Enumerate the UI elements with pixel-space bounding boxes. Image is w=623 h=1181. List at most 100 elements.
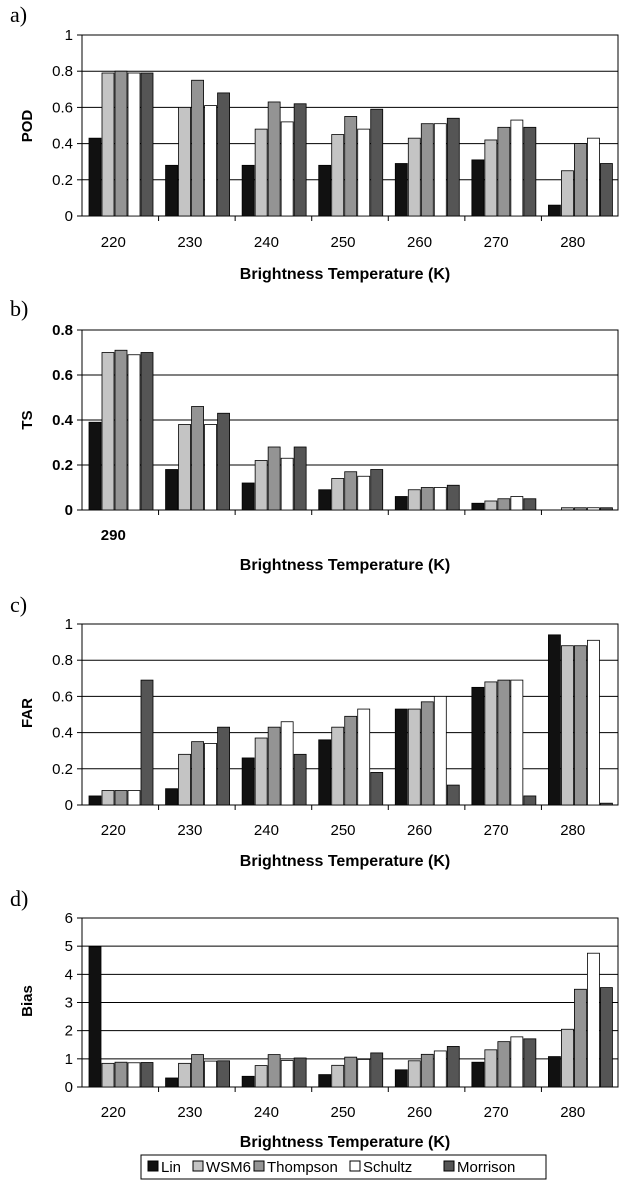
bar-lin bbox=[88, 795, 102, 806]
bar-wsm6 bbox=[561, 645, 574, 806]
bar-lin bbox=[548, 204, 561, 217]
y-tick-label: 0 bbox=[65, 1079, 73, 1096]
bar-schultz bbox=[280, 121, 294, 217]
x-tick-label: 240 bbox=[254, 1104, 279, 1121]
bar-thompson bbox=[191, 406, 204, 511]
bar-lin bbox=[88, 946, 102, 1088]
plot-area: 0 0.2 0.4 0.6 0.8 1 220 230 240 250 260 270 280 bbox=[52, 616, 619, 839]
y-tick-label: 0 bbox=[65, 502, 73, 519]
x-axis-label: Brightness Temperature (K) bbox=[240, 266, 450, 283]
bar-lin bbox=[241, 164, 255, 217]
x-tick-label: 280 bbox=[560, 234, 585, 251]
bar-morrison bbox=[217, 92, 230, 217]
panel-letter: c) bbox=[10, 592, 27, 617]
bar-morrison bbox=[370, 469, 384, 511]
y-tick-label: 0.8 bbox=[52, 63, 73, 80]
bar-morrison bbox=[446, 484, 460, 511]
bar-morrison bbox=[523, 1038, 537, 1088]
bar-morrison bbox=[217, 412, 230, 511]
panel-a: a) POD Brightness Temperature (K) 0 0.2 0.… bbox=[10, 2, 619, 283]
bar-thompson bbox=[114, 70, 128, 217]
bar-lin bbox=[318, 164, 332, 217]
bar-wsm6 bbox=[178, 424, 191, 511]
x-tick-label: 270 bbox=[484, 1104, 509, 1121]
bar-lin bbox=[318, 739, 332, 806]
x-tick-label: 260 bbox=[407, 822, 432, 839]
y-axis-label: Bias bbox=[19, 985, 36, 1017]
y-tick-label: 1 bbox=[65, 27, 73, 44]
bar-morrison bbox=[140, 72, 154, 217]
bar-morrison bbox=[140, 1062, 154, 1088]
bar-thompson bbox=[574, 507, 587, 511]
bar-lin bbox=[241, 757, 255, 806]
bar-thompson bbox=[267, 726, 281, 806]
bar-lin bbox=[394, 1069, 408, 1088]
bar-schultz bbox=[357, 475, 371, 511]
bar-lin bbox=[394, 708, 408, 806]
bar-lin bbox=[241, 482, 255, 511]
bar-thompson bbox=[267, 446, 281, 511]
legend-item-wsm6: WSM6 bbox=[192, 1159, 251, 1176]
x-tick-label: 250 bbox=[330, 234, 355, 251]
x-tick-label: 290 bbox=[101, 527, 126, 544]
bar-morrison bbox=[293, 1057, 307, 1088]
bar-schultz bbox=[204, 743, 217, 806]
panel-b: b) TS Brightness Temperature (K) 0 0.2 0.4… bbox=[10, 296, 619, 574]
bar-thompson bbox=[191, 1054, 204, 1088]
bar-morrison bbox=[217, 1060, 230, 1088]
y-tick-label: 0.2 bbox=[52, 172, 73, 189]
bar-lin bbox=[471, 686, 485, 806]
panel-d: d) Bias Brightness Temperature (K) 0 1 2 3 4… bbox=[10, 886, 619, 1151]
bar-wsm6 bbox=[101, 1062, 115, 1088]
x-tick-label: 270 bbox=[484, 234, 509, 251]
x-tick-label: 240 bbox=[254, 234, 279, 251]
x-tick-label: 240 bbox=[254, 822, 279, 839]
x-tick-label: 260 bbox=[407, 234, 432, 251]
bar-lin bbox=[165, 164, 178, 217]
bar-schultz bbox=[587, 952, 600, 1088]
legend-label: Thompson bbox=[267, 1159, 338, 1176]
bar-thompson bbox=[344, 471, 358, 511]
bar-schultz bbox=[204, 105, 217, 217]
panel-letter: b) bbox=[10, 296, 28, 321]
x-tick-label: 230 bbox=[177, 234, 202, 251]
bar-wsm6 bbox=[484, 681, 498, 806]
bar-lin bbox=[548, 634, 561, 806]
y-tick-label: 0 bbox=[65, 208, 73, 225]
bar-schultz bbox=[280, 457, 294, 511]
bar-morrison bbox=[446, 784, 460, 806]
bar-schultz bbox=[127, 1062, 141, 1088]
x-tick-label: 250 bbox=[330, 822, 355, 839]
bar-thompson bbox=[497, 498, 511, 511]
bar-thompson bbox=[420, 1053, 434, 1088]
bar-wsm6 bbox=[254, 1065, 268, 1088]
legend-swatch bbox=[443, 1160, 455, 1172]
bar-wsm6 bbox=[407, 708, 421, 806]
bar-lin bbox=[165, 788, 178, 806]
plot-area: 0 0.2 0.4 0.6 0.8 1 220 230 240 250 260 270 280 bbox=[52, 27, 619, 251]
x-tick-label: 230 bbox=[177, 1104, 202, 1121]
bar-schultz bbox=[510, 496, 524, 511]
x-tick-label: 270 bbox=[484, 822, 509, 839]
y-axis-label: POD bbox=[19, 110, 36, 143]
x-axis-label: Brightness Temperature (K) bbox=[240, 1134, 450, 1151]
bar-lin bbox=[88, 421, 102, 511]
bar-lin bbox=[394, 496, 408, 511]
bar-thompson bbox=[420, 701, 434, 806]
bar-schultz bbox=[280, 1060, 294, 1088]
y-tick-label: 3 bbox=[65, 995, 73, 1012]
bar-morrison bbox=[446, 1046, 460, 1088]
y-tick-label: 0.2 bbox=[52, 457, 73, 474]
bar-thompson bbox=[574, 645, 587, 806]
bar-schultz bbox=[510, 119, 524, 217]
plot-area: 0 0.2 0.4 0.6 0.8 290 bbox=[52, 322, 619, 544]
bar-schultz bbox=[587, 639, 600, 806]
bar-wsm6 bbox=[254, 460, 268, 511]
bar-lin bbox=[471, 159, 485, 217]
panel-letter: d) bbox=[10, 886, 28, 911]
bar-lin bbox=[165, 469, 178, 511]
bar-wsm6 bbox=[561, 170, 574, 217]
bar-schultz bbox=[127, 72, 141, 217]
y-tick-label: 4 bbox=[65, 966, 73, 983]
